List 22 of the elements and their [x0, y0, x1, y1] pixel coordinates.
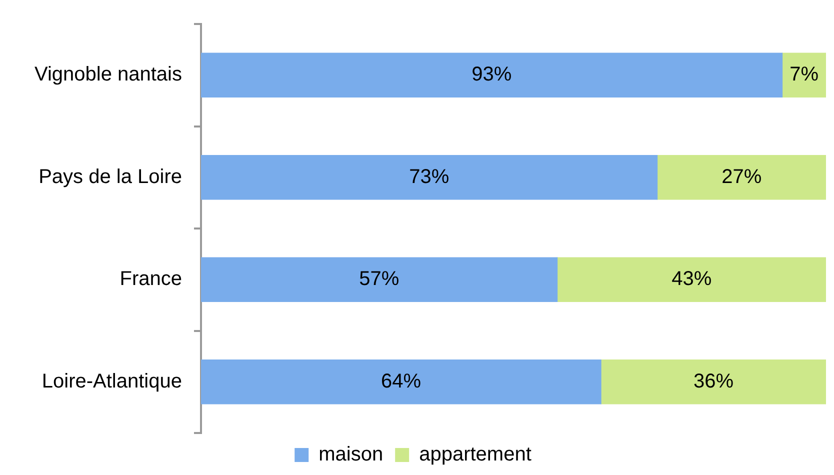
bar	[201, 257, 558, 302]
data-label: 73%	[409, 166, 450, 188]
y-tick-label: France	[120, 268, 182, 290]
bar	[600, 360, 826, 404]
bar	[201, 360, 602, 404]
data-label: 27%	[722, 166, 762, 188]
bar	[656, 155, 826, 200]
bar	[782, 52, 826, 98]
data-label: 93%	[472, 64, 512, 86]
data-label: 64%	[380, 370, 422, 392]
bar	[201, 52, 783, 98]
y-tick-label: Loire-Atlantique	[42, 370, 182, 392]
data-label: 7%	[790, 64, 819, 86]
data-label: 57%	[359, 268, 400, 290]
data-label: 36%	[693, 370, 734, 392]
legend-label: maison	[318, 444, 384, 466]
bar	[556, 257, 826, 302]
y-tick-label: Pays de la Loire	[38, 166, 182, 188]
data-label: 43%	[672, 268, 712, 290]
legend-label: appartement	[419, 444, 532, 466]
bar	[201, 155, 658, 200]
y-tick-label: Vignoble nantais	[34, 64, 182, 86]
